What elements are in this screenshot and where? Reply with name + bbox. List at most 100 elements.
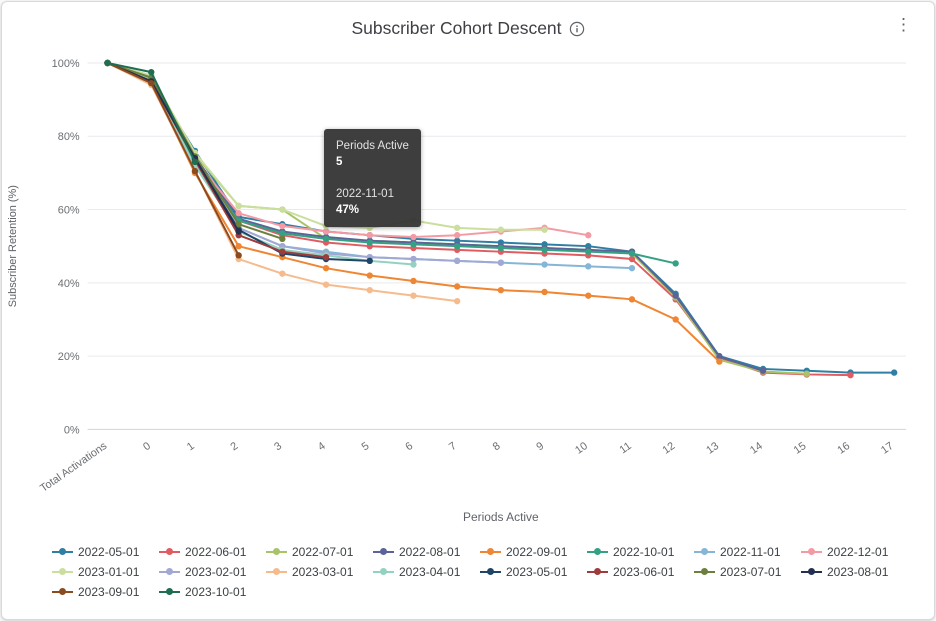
data-point[interactable] — [279, 235, 286, 243]
data-point[interactable] — [322, 264, 330, 272]
data-point[interactable] — [672, 292, 679, 299]
series-line — [106, 61, 502, 264]
data-point[interactable] — [497, 259, 505, 266]
data-point[interactable] — [279, 230, 286, 237]
legend-item[interactable]: 2022-08-01 — [373, 543, 480, 560]
data-point[interactable] — [104, 59, 111, 67]
data-point[interactable] — [716, 353, 723, 361]
x-tick-label: Total Activations — [38, 440, 110, 495]
data-point[interactable] — [585, 248, 592, 255]
info-icon[interactable] — [569, 21, 585, 37]
data-point[interactable] — [279, 222, 286, 230]
data-point[interactable] — [541, 288, 548, 296]
data-point[interactable] — [628, 264, 636, 272]
data-point[interactable] — [410, 261, 417, 268]
data-point[interactable] — [410, 292, 417, 299]
legend-item[interactable]: 2022-06-01 — [159, 543, 266, 560]
chart-canvas[interactable]: 0%20%40%60%80%100%Total Activations 0 1 2 3 4… — [2, 40, 934, 540]
data-point[interactable] — [235, 210, 242, 217]
legend-item[interactable]: 2023-05-01 — [480, 563, 587, 580]
x-tick-label: 3 — [272, 440, 284, 453]
data-point[interactable] — [497, 226, 505, 233]
legend-label: 2022-09-01 — [506, 544, 568, 559]
data-point[interactable] — [716, 358, 723, 365]
data-point[interactable] — [628, 250, 636, 257]
legend-marker — [373, 547, 394, 556]
legend-item[interactable]: 2023-08-01 — [801, 563, 908, 580]
data-point[interactable] — [235, 252, 242, 259]
data-point[interactable] — [366, 257, 373, 265]
data-point[interactable] — [366, 239, 373, 246]
data-point[interactable] — [322, 281, 330, 288]
data-point[interactable] — [628, 296, 636, 303]
legend-label: 2022-11-01 — [720, 544, 781, 559]
legend-item[interactable]: 2023-03-01 — [266, 563, 373, 580]
data-point[interactable] — [453, 297, 461, 305]
data-point[interactable] — [148, 79, 155, 87]
data-point[interactable] — [279, 270, 286, 277]
data-point[interactable] — [453, 257, 461, 265]
legend-item[interactable]: 2022-10-01 — [587, 543, 694, 560]
y-tick-label: 100% — [52, 58, 80, 70]
data-point[interactable] — [453, 283, 461, 290]
data-point[interactable] — [410, 233, 417, 241]
data-point[interactable] — [497, 244, 505, 252]
legend-label: 2023-10-01 — [185, 584, 247, 599]
data-point[interactable] — [497, 286, 505, 294]
legend-item[interactable]: 2023-02-01 — [159, 563, 266, 580]
data-point[interactable] — [541, 246, 548, 254]
data-point[interactable] — [235, 243, 242, 250]
data-point[interactable] — [453, 224, 461, 232]
data-point[interactable] — [585, 232, 592, 239]
data-point[interactable] — [672, 260, 679, 267]
legend-item[interactable]: 2023-01-01 — [52, 563, 159, 580]
data-point[interactable] — [890, 369, 898, 376]
legend-label: 2023-07-01 — [720, 564, 782, 579]
data-point[interactable] — [279, 248, 286, 255]
data-point[interactable] — [453, 232, 461, 239]
x-tick-label: 0 — [141, 440, 153, 453]
data-point[interactable] — [541, 226, 548, 233]
legend-item[interactable]: 2022-07-01 — [266, 543, 373, 560]
legend-item[interactable]: 2023-06-01 — [587, 563, 694, 580]
legend-item[interactable]: 2022-05-01 — [52, 543, 159, 560]
legend-marker — [52, 547, 73, 556]
data-point[interactable] — [235, 221, 242, 228]
legend-item[interactable]: 2023-10-01 — [159, 583, 266, 600]
data-point[interactable] — [148, 68, 155, 76]
data-point[interactable] — [672, 316, 679, 323]
data-point[interactable] — [585, 263, 592, 270]
data-point[interactable] — [628, 255, 636, 263]
data-point[interactable] — [191, 167, 199, 175]
data-point[interactable] — [235, 202, 242, 210]
legend-item[interactable]: 2023-07-01 — [694, 563, 801, 580]
data-point[interactable] — [322, 228, 330, 235]
legend-item[interactable]: 2022-12-01 — [801, 543, 908, 560]
data-point[interactable] — [541, 261, 548, 268]
data-point[interactable] — [803, 370, 810, 377]
data-point[interactable] — [191, 158, 199, 166]
data-point[interactable] — [453, 243, 461, 250]
x-tick-label: 10 — [573, 440, 590, 457]
legend-item[interactable]: 2022-11-01 — [694, 543, 801, 560]
legend-item[interactable]: 2023-09-01 — [52, 583, 159, 600]
data-point[interactable] — [366, 286, 373, 294]
data-point[interactable] — [279, 206, 286, 213]
data-point[interactable] — [322, 235, 330, 243]
kebab-menu-icon[interactable]: ⋮ — [895, 15, 912, 34]
data-point[interactable] — [585, 292, 592, 299]
data-point[interactable] — [366, 232, 373, 239]
data-point[interactable] — [410, 277, 417, 285]
data-point[interactable] — [759, 367, 767, 374]
legend-label: 2022-06-01 — [185, 544, 247, 559]
data-point[interactable] — [410, 241, 417, 248]
legend-item[interactable]: 2022-09-01 — [480, 543, 587, 560]
legend-item[interactable]: 2023-04-01 — [373, 563, 480, 580]
x-tick-label: 7 — [447, 440, 459, 453]
data-point[interactable] — [410, 255, 417, 263]
data-point[interactable] — [235, 228, 242, 235]
data-point[interactable] — [366, 272, 373, 279]
data-point[interactable] — [322, 253, 330, 261]
data-point[interactable] — [847, 371, 854, 379]
